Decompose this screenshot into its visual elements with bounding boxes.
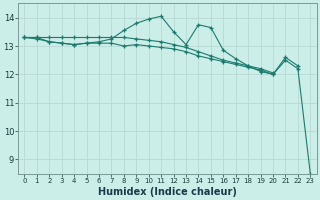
X-axis label: Humidex (Indice chaleur): Humidex (Indice chaleur) <box>98 187 237 197</box>
